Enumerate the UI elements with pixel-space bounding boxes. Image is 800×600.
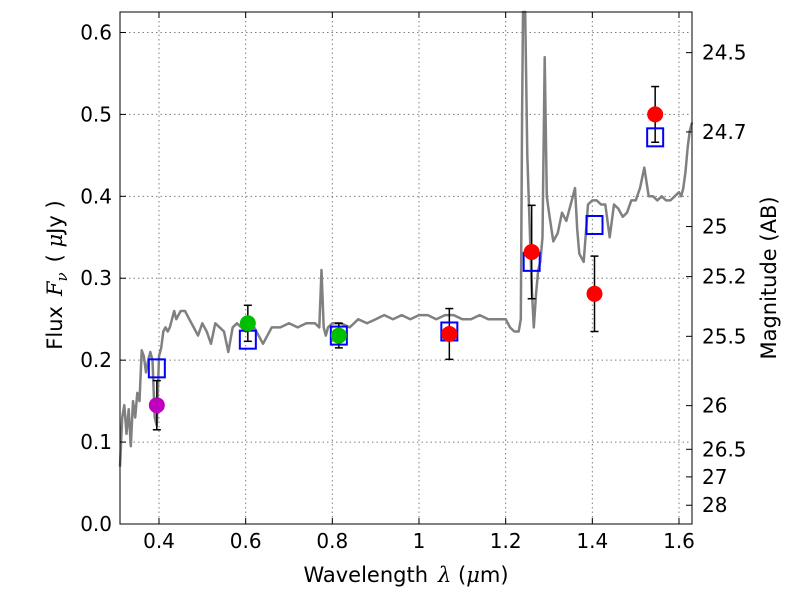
x-tick-label: 1.6: [663, 529, 695, 553]
x-tick-label: 0.8: [316, 529, 348, 553]
y2-tick-label: 28: [702, 493, 727, 517]
y2-tick-label: 26.5: [702, 437, 747, 461]
square-marker: [147, 358, 166, 379]
square-marker: [585, 214, 604, 235]
x-tick-label: 0.6: [230, 529, 262, 553]
circle-marker: [523, 244, 540, 261]
x-axis-title: Wavelength λ (μm): [303, 563, 508, 587]
x-tick-label: 1.4: [576, 529, 608, 553]
x-tick-label: 0.4: [143, 529, 175, 553]
y2-tick-label: 25.5: [702, 324, 747, 348]
y-tick-label: 0.0: [80, 512, 112, 536]
y2-tick-label: 26: [702, 394, 727, 418]
y-tick-label: 0.2: [80, 348, 112, 372]
y-tick-label: 0.6: [80, 20, 112, 44]
y2-axis-title: Magnitude (AB): [757, 196, 781, 359]
y-tick-label: 0.5: [80, 102, 112, 126]
y-axis-title: FluxFν( μJy ): [43, 200, 71, 349]
y2-tick-label: 25.2: [702, 265, 747, 289]
y2-tick-label: 24.7: [702, 120, 747, 144]
circle-marker: [441, 325, 458, 342]
y2-tick-label: 24.5: [702, 41, 747, 65]
plot-frame: [119, 11, 693, 525]
y-tick-label: 0.1: [80, 430, 112, 454]
y2-tick-label: 27: [702, 465, 727, 489]
spectrum-line: [118, 10, 694, 467]
circle-marker: [647, 106, 664, 123]
grid: [120, 12, 692, 525]
circle-marker: [586, 285, 603, 302]
data-markers: [147, 106, 665, 414]
circle-marker: [148, 397, 165, 414]
square-marker: [646, 127, 665, 148]
circle-marker: [239, 315, 256, 332]
y-tick-label: 0.3: [80, 266, 112, 290]
model-spectrum: [118, 10, 694, 467]
x-tick-label: 1.2: [490, 529, 522, 553]
x-tick-label: 1: [413, 529, 426, 553]
y2-tick-label: 25: [702, 215, 727, 239]
y-tick-label: 0.4: [80, 184, 112, 208]
ticks: 0.4 0.6 0.8 1 1.2 1.4 1.6 0.0 0.1 0.2 0.3 0.4 0.5 0.6…: [80, 12, 747, 553]
circle-marker: [330, 327, 347, 344]
